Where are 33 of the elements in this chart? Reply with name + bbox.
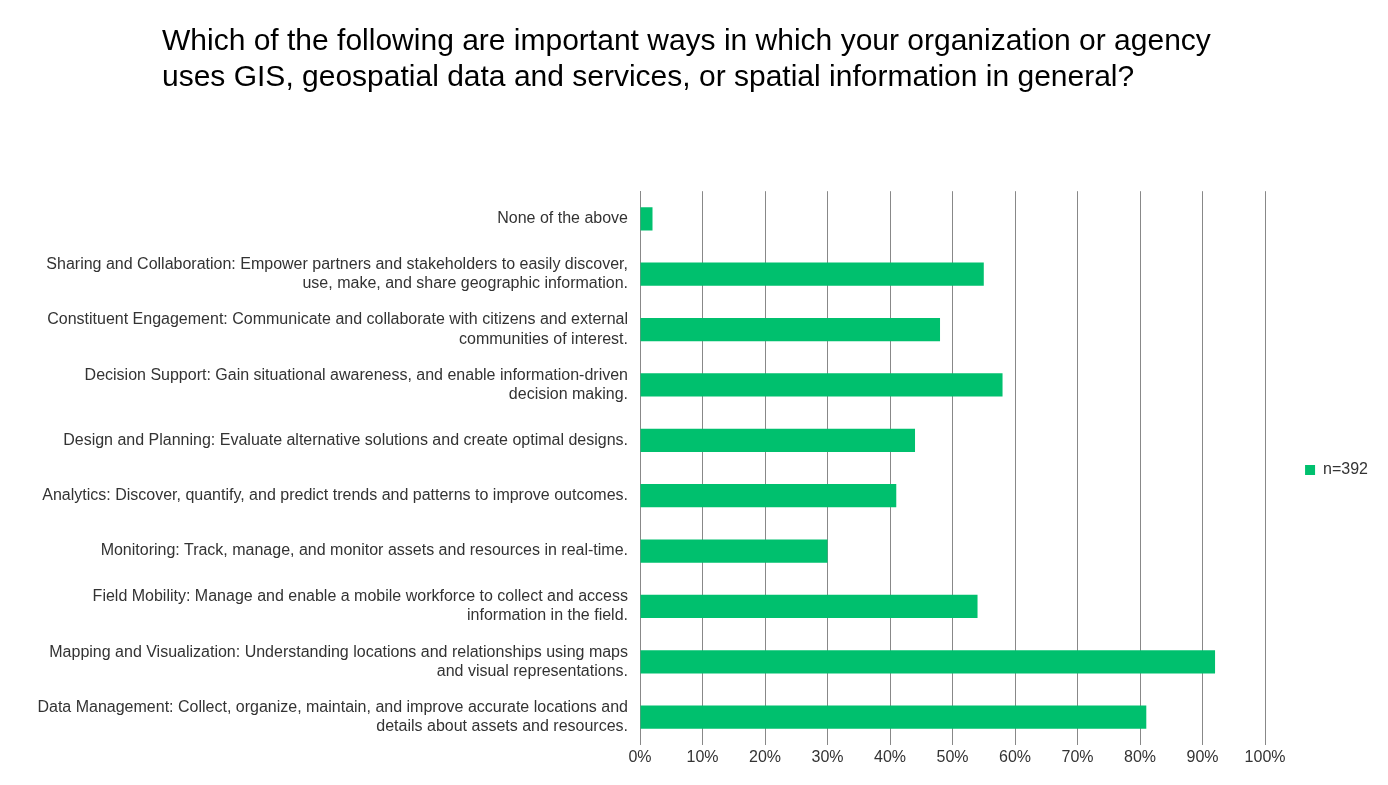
x-tick-label: 90% — [1186, 747, 1219, 765]
y-tick-label: Mapping and Visualization: Understanding locations and relationships using maps and visual representations. — [49, 642, 628, 679]
x-tick-label: 10% — [686, 747, 719, 765]
bar — [640, 650, 1216, 674]
x-tick-label: 50% — [936, 747, 969, 765]
y-tick-label: Sharing and Collaboration: Empower partners and stakeholders to easily discover, use, make, and share geographic information. — [46, 255, 628, 292]
bar — [640, 539, 828, 563]
bar — [640, 594, 978, 619]
x-tick-label: 100% — [1244, 747, 1286, 765]
x-tick-label: 70% — [1061, 747, 1094, 765]
bar — [640, 484, 897, 508]
legend-label: n=392 — [1323, 460, 1369, 478]
y-tick-label: Constituent Engagement: Communicate and collaborate with citizens and external communities of interest. — [47, 310, 628, 347]
y-tick-label: Design and Planning: Evaluate alternative solutions and create optimal designs. — [63, 430, 628, 448]
chart-title: Which of the following are important ways in which your organization or agency uses GIS, geospatial data and services, or spatial information in general? — [162, 22, 1212, 94]
x-tick-label: 20% — [749, 747, 782, 765]
x-tick-label: 60% — [999, 747, 1032, 765]
bar — [640, 317, 941, 342]
x-tick-label: 80% — [1124, 747, 1157, 765]
y-tick-label: Data Management: Collect, organize, maintain, and improve accurate locations and details about assets and resources. — [37, 697, 628, 735]
bar — [640, 207, 653, 231]
bar — [640, 705, 1147, 729]
bar — [640, 262, 984, 286]
x-tick-label: 40% — [874, 747, 907, 765]
bar — [640, 373, 1003, 397]
y-tick-label: Analytics: Discover, quantify, and predict trends and patterns to improve outcomes. — [42, 486, 628, 504]
y-tick-label: Field Mobility: Manage and enable a mobile workforce to collect and access information in the field. — [92, 587, 628, 624]
x-tick-label: 30% — [811, 747, 844, 765]
y-tick-label: Decision Support: Gain situational awareness, and enable information-driven decision making. — [84, 365, 628, 402]
x-tick-label: 0% — [628, 747, 652, 765]
bar — [640, 428, 916, 452]
y-tick-label: None of the above — [497, 209, 629, 227]
y-tick-label: Monitoring: Track, manage, and monitor assets and resources in real-time. — [100, 541, 628, 559]
